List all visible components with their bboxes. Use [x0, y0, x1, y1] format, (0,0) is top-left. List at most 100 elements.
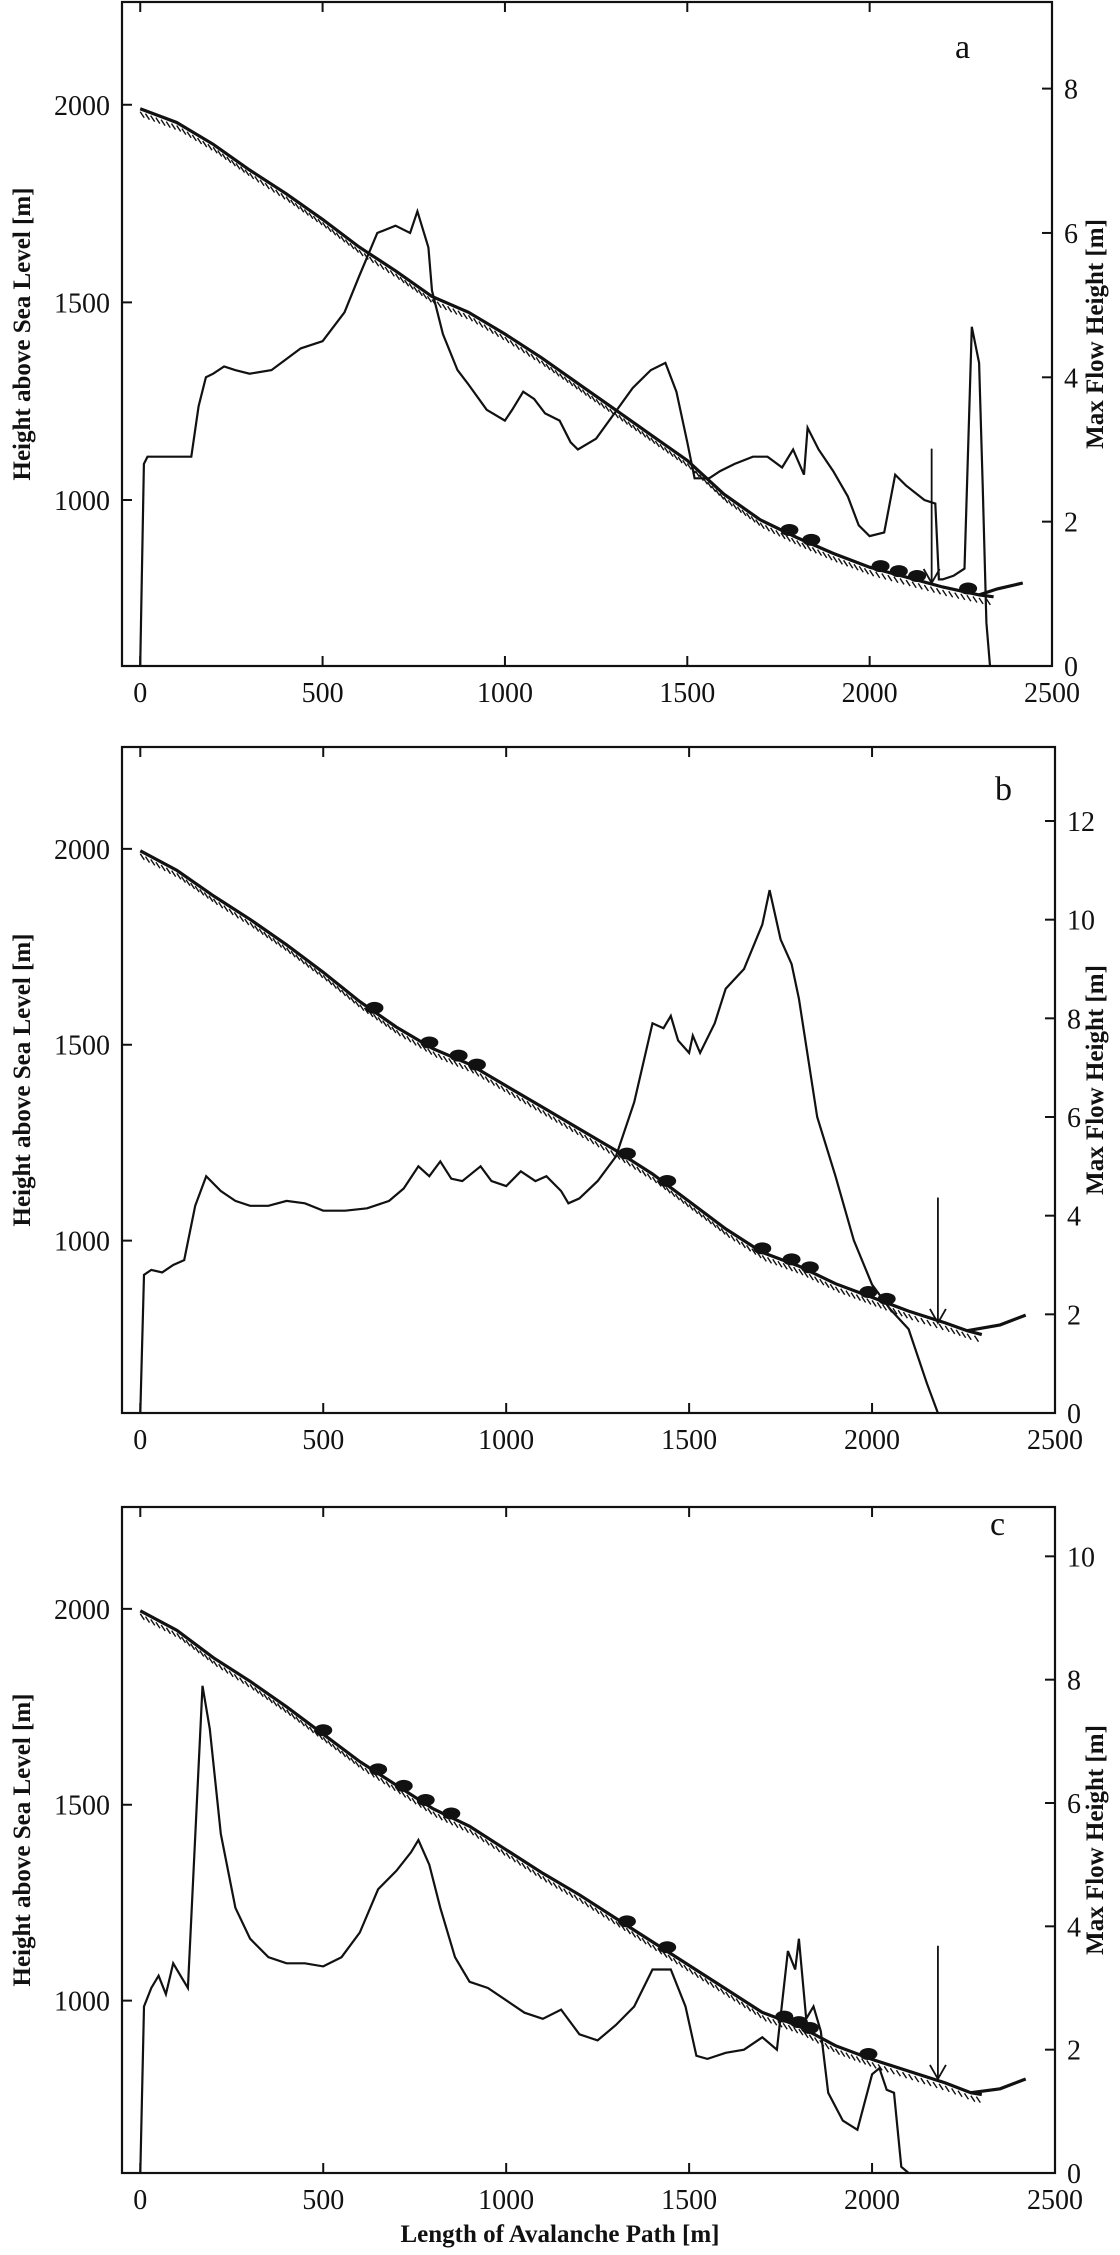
y-left-axis-label: Height above Sea Level [m] [9, 187, 36, 480]
x-tick-label: 2000 [844, 1425, 900, 1456]
terrain-hatch [819, 1278, 825, 1286]
y-left-tick-label: 1500 [54, 1791, 110, 1822]
terrain-hatch [185, 1639, 191, 1647]
x-axis-label: Length of Avalanche Path [m] [401, 2221, 720, 2248]
terrain-hatch [447, 305, 453, 313]
terrain-hatch [499, 333, 505, 341]
x-tick-label: 500 [302, 2185, 344, 2216]
terrain-hatch [406, 1035, 412, 1043]
terrain-hatch [766, 2016, 773, 2024]
terrain-hatch [226, 156, 232, 164]
terrain-hatch [554, 369, 560, 377]
terrain-hatch [957, 2090, 963, 2098]
terrain-hatch [228, 908, 234, 916]
terrain-hatch [249, 1683, 255, 1691]
terrain-hatch [401, 1791, 407, 1798]
terrain-hatch [223, 1667, 229, 1674]
x-tick-label: 2000 [844, 2185, 900, 2216]
flow-height-line [139, 207, 992, 667]
terrain-hatch [881, 573, 887, 580]
terrain-hatch [775, 529, 781, 537]
terrain-hatch [869, 569, 875, 577]
terrain-hatch [887, 574, 893, 582]
terrain-hatch [413, 286, 419, 293]
terrain-hatch [746, 1244, 752, 1252]
terrain-hatch [394, 273, 401, 281]
y-right-axis-label: Max Flow Height [m] [1082, 1725, 1109, 1955]
terrain-hatch [573, 1128, 579, 1136]
terrain-hatch [889, 2067, 895, 2075]
terrain-hatch [176, 1633, 182, 1640]
terrain-hatch [650, 437, 656, 445]
terrain-hatch [557, 1119, 564, 1127]
terrain-hatch [627, 421, 633, 429]
terrain-hatch [741, 509, 747, 517]
terrain-hatch [547, 1878, 553, 1886]
terrain-hatch [474, 1070, 480, 1077]
terrain-hatch [509, 339, 515, 347]
deposit-marker [859, 1286, 878, 1299]
terrain-hatch [938, 2083, 944, 2091]
terrain-hatch [171, 870, 177, 877]
terrain-hatch [657, 1947, 663, 1955]
terrain-hatch [521, 1862, 527, 1870]
terrain-hatch [693, 1207, 699, 1215]
terrain-hatch [340, 235, 346, 243]
terrain-hatch [654, 440, 660, 448]
terrain-hatch [263, 931, 269, 939]
terrain-hatch [171, 1630, 177, 1637]
terrain-hatch [772, 2018, 778, 2026]
terrain-hatch [745, 512, 752, 520]
terrain-hatch [202, 140, 208, 148]
terrain-hatch [318, 971, 324, 979]
terrain-hatch [641, 430, 647, 438]
terrain-hatch [727, 499, 733, 507]
x-tick-label: 1000 [477, 678, 533, 709]
terrain-hatch [902, 1311, 909, 1319]
terrain-hatch [372, 1013, 379, 1021]
terrain-hatch [732, 503, 738, 510]
y-left-tick-label: 2000 [54, 835, 110, 866]
y-right-tick-label: 2 [1067, 2036, 1081, 2067]
terrain-hatch [736, 506, 743, 514]
terrain-hatch [478, 321, 484, 328]
terrain-hatch [670, 1190, 676, 1198]
terrain-hatch [349, 242, 355, 250]
terrain-hatch [590, 395, 597, 403]
terrain-hatch [308, 964, 315, 972]
terrain-hatch [416, 1042, 422, 1049]
terrain-hatch [331, 982, 337, 989]
terrain-hatch [176, 873, 182, 880]
terrain-hatch [911, 581, 917, 589]
terrain-hatch [840, 2050, 846, 2058]
terrain-hatch [735, 1998, 741, 2005]
terrain-hatch [350, 1757, 356, 1765]
terrain-hatch [203, 1653, 209, 1661]
terrain-hatch [155, 1621, 161, 1629]
terrain-hatch [267, 934, 273, 942]
x-tick-label: 1500 [661, 2185, 717, 2216]
terrain-hatch [610, 1917, 616, 1925]
terrain-hatch [772, 1258, 778, 1266]
terrain-hatch [322, 974, 328, 982]
terrain-hatch [212, 898, 219, 906]
terrain-hatch [581, 389, 588, 397]
terrain-hatch [740, 2001, 746, 2009]
terrain-hatch [308, 212, 314, 220]
terrain-hatch [536, 1106, 543, 1114]
terrain-profile-line [966, 1313, 1027, 1333]
terrain-hatch [230, 159, 236, 167]
x-tick-label: 1500 [659, 678, 715, 709]
y-right-tick-label: 4 [1067, 1202, 1081, 1233]
terrain-hatch [875, 571, 881, 579]
deposit-marker [877, 1292, 896, 1305]
terrain-hatch [448, 1818, 454, 1826]
terrain-hatch [299, 957, 305, 965]
terrain-hatch [761, 2014, 767, 2022]
terrain-hatch [194, 885, 200, 893]
terrain-hatch [390, 1784, 396, 1792]
terrain-hatch [702, 1214, 708, 1222]
terrain-hatch [276, 1703, 283, 1710]
deposit-marker [802, 533, 821, 546]
